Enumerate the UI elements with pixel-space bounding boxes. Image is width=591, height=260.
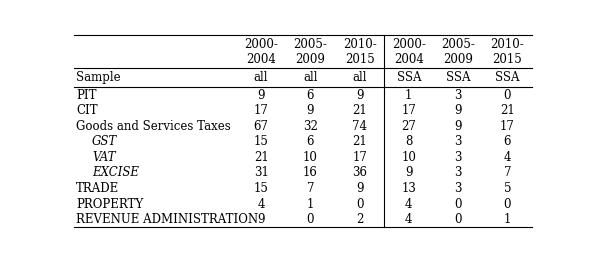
Text: 2010-
2015: 2010- 2015 xyxy=(491,38,524,66)
Text: 4: 4 xyxy=(405,213,413,226)
Text: all: all xyxy=(254,71,268,84)
Text: 0: 0 xyxy=(454,198,462,211)
Text: 0: 0 xyxy=(504,89,511,102)
Text: 1: 1 xyxy=(307,198,314,211)
Text: 32: 32 xyxy=(303,120,318,133)
Text: 2010-
2015: 2010- 2015 xyxy=(343,38,376,66)
Text: 21: 21 xyxy=(352,135,367,148)
Text: 1: 1 xyxy=(405,89,413,102)
Text: 9: 9 xyxy=(257,213,265,226)
Text: 6: 6 xyxy=(307,89,314,102)
Text: 31: 31 xyxy=(254,166,268,179)
Text: 10: 10 xyxy=(401,151,416,164)
Text: 8: 8 xyxy=(405,135,413,148)
Text: VAT: VAT xyxy=(92,151,116,164)
Text: PIT: PIT xyxy=(76,89,97,102)
Text: 7: 7 xyxy=(307,182,314,195)
Text: 0: 0 xyxy=(504,198,511,211)
Text: Goods and Services Taxes: Goods and Services Taxes xyxy=(76,120,231,133)
Text: 2000-
2004: 2000- 2004 xyxy=(244,38,278,66)
Text: 7: 7 xyxy=(504,166,511,179)
Text: SSA: SSA xyxy=(495,71,519,84)
Text: SSA: SSA xyxy=(397,71,421,84)
Text: 17: 17 xyxy=(254,104,268,117)
Text: TRADE: TRADE xyxy=(76,182,119,195)
Text: 9: 9 xyxy=(257,89,265,102)
Text: 3: 3 xyxy=(454,89,462,102)
Text: SSA: SSA xyxy=(446,71,470,84)
Text: Sample: Sample xyxy=(76,71,121,84)
Text: 2000-
2004: 2000- 2004 xyxy=(392,38,426,66)
Text: 27: 27 xyxy=(401,120,416,133)
Text: GST: GST xyxy=(92,135,118,148)
Text: 17: 17 xyxy=(500,120,515,133)
Text: 0: 0 xyxy=(356,198,363,211)
Text: 9: 9 xyxy=(356,89,363,102)
Text: 3: 3 xyxy=(454,182,462,195)
Text: 17: 17 xyxy=(352,151,367,164)
Text: 3: 3 xyxy=(454,151,462,164)
Text: 2005-
2009: 2005- 2009 xyxy=(441,38,475,66)
Text: 9: 9 xyxy=(307,104,314,117)
Text: REVENUE ADMINISTRATION: REVENUE ADMINISTRATION xyxy=(76,213,258,226)
Text: 21: 21 xyxy=(352,104,367,117)
Text: 9: 9 xyxy=(454,120,462,133)
Text: 15: 15 xyxy=(254,182,268,195)
Text: 2005-
2009: 2005- 2009 xyxy=(293,38,327,66)
Text: 9: 9 xyxy=(405,166,413,179)
Text: 3: 3 xyxy=(454,135,462,148)
Text: 36: 36 xyxy=(352,166,367,179)
Text: EXCISE: EXCISE xyxy=(92,166,139,179)
Text: 17: 17 xyxy=(401,104,416,117)
Text: 10: 10 xyxy=(303,151,318,164)
Text: 21: 21 xyxy=(500,104,515,117)
Text: 16: 16 xyxy=(303,166,318,179)
Text: 4: 4 xyxy=(504,151,511,164)
Text: 1: 1 xyxy=(504,213,511,226)
Text: 67: 67 xyxy=(254,120,268,133)
Text: 3: 3 xyxy=(454,166,462,179)
Text: 5: 5 xyxy=(504,182,511,195)
Text: 4: 4 xyxy=(257,198,265,211)
Text: 0: 0 xyxy=(307,213,314,226)
Text: all: all xyxy=(352,71,367,84)
Text: 6: 6 xyxy=(504,135,511,148)
Text: PROPERTY: PROPERTY xyxy=(76,198,144,211)
Text: 4: 4 xyxy=(405,198,413,211)
Text: 13: 13 xyxy=(401,182,416,195)
Text: 6: 6 xyxy=(307,135,314,148)
Text: all: all xyxy=(303,71,317,84)
Text: 9: 9 xyxy=(356,182,363,195)
Text: CIT: CIT xyxy=(76,104,98,117)
Text: 0: 0 xyxy=(454,213,462,226)
Text: 9: 9 xyxy=(454,104,462,117)
Text: 21: 21 xyxy=(254,151,268,164)
Text: 15: 15 xyxy=(254,135,268,148)
Text: 2: 2 xyxy=(356,213,363,226)
Text: 74: 74 xyxy=(352,120,367,133)
